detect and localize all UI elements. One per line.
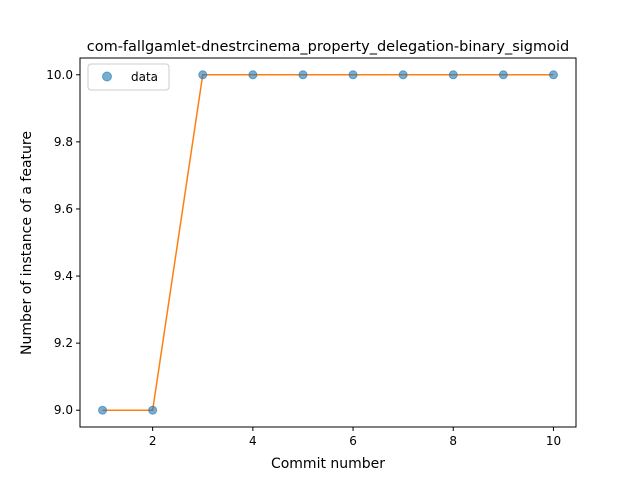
legend: data [87,63,170,91]
legend-label-data: data [131,70,158,84]
data-point [398,70,408,80]
y-tick-label: 10.0 [46,68,73,82]
data-point [348,70,358,80]
y-tick-label: 9.0 [54,403,73,417]
series-line-path [102,74,554,411]
data-point [98,405,108,415]
x-tick-label: 6 [349,434,357,448]
y-tick-label: 9.4 [54,269,73,283]
chart-title: com-fallgamlet-dnestrcinema_property_del… [87,39,570,55]
plot-area: 2 4 6 8 10 9.0 9.2 9.4 9.6 9.8 10.0 [46,57,577,448]
y-tick-label: 9.6 [54,202,73,216]
data-point [148,405,158,415]
y-axis: 9.0 9.2 9.4 9.6 9.8 10.0 [46,68,80,417]
x-axis-title: Commit number [271,456,385,472]
axes-frame [79,57,577,428]
legend-marker [102,71,112,82]
x-tick-label: 4 [249,434,257,448]
data-point [198,70,208,80]
line-series [102,74,554,411]
y-tick-label: 9.2 [54,336,73,350]
x-axis: 2 4 6 8 10 [149,427,561,448]
legend-box [87,63,170,91]
data-point [448,70,458,80]
data-point [498,70,508,80]
y-tick-label: 9.8 [54,135,73,149]
x-tick-label: 8 [449,434,457,448]
data-point [548,70,558,80]
x-tick-label: 2 [149,434,157,448]
data-point [298,70,308,80]
y-axis-title: Number of instance of a feature [19,131,35,355]
data-point [248,70,258,80]
x-tick-label: 10 [546,434,561,448]
scatter-series [98,70,558,415]
